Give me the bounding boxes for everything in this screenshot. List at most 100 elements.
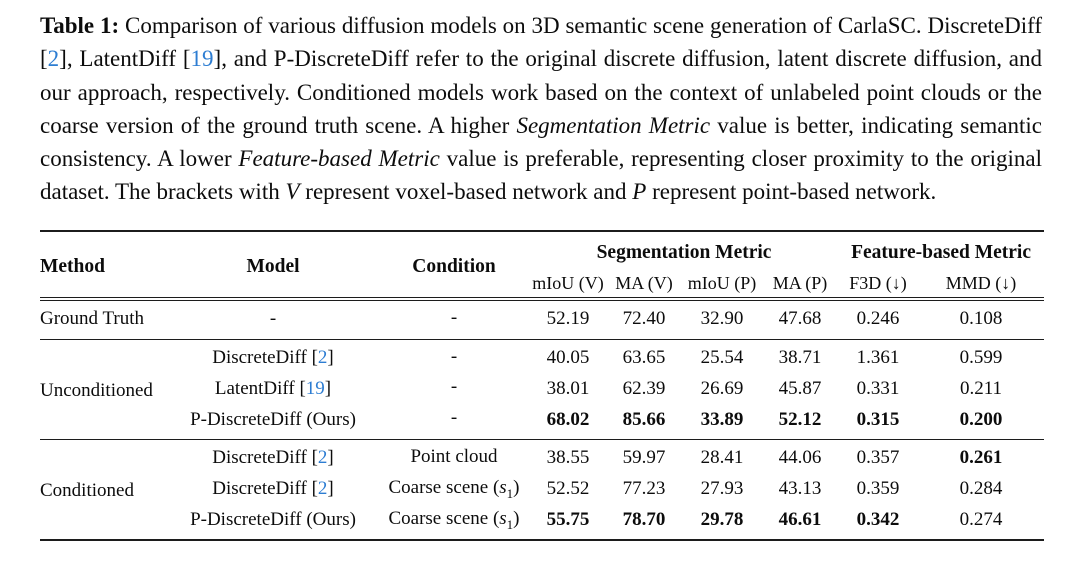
value-cell: 38.55 <box>530 438 606 474</box>
model-cell: DiscreteDiff [2] <box>168 338 378 374</box>
value-cell: 45.87 <box>778 377 822 399</box>
value-cell: 1.361 <box>838 338 919 374</box>
caption-text: represent point-based network. <box>646 179 937 205</box>
value-cell: 27.93 <box>700 478 744 500</box>
caption-text: value is better, indicating semantic con… <box>40 112 1042 172</box>
model-name: DiscreteDiff [ <box>212 447 318 469</box>
citation-link[interactable]: 2 <box>47 46 60 72</box>
model-cell: - <box>168 299 378 339</box>
condition-text: - <box>450 376 458 398</box>
model-name: - <box>269 308 277 330</box>
value-cell: 38.71 <box>762 338 839 374</box>
caption-emph: Feature-based Metric <box>238 146 440 172</box>
condition-text: ) <box>513 507 520 529</box>
value-cell: 0.284 <box>959 478 1003 500</box>
col-header-condition: Condition <box>378 230 530 301</box>
col-header-ma-p: MA (P) <box>762 269 839 301</box>
model-cell: P-DiscreteDiff (Ours) <box>168 404 378 439</box>
value-cell: 47.68 <box>778 308 822 330</box>
model-name: ] <box>327 346 334 368</box>
value-cell: 0.274 <box>959 508 1003 530</box>
condition-cell: - <box>378 373 530 404</box>
citation-link[interactable]: 19 <box>305 377 325 399</box>
value-cell: 0.359 <box>856 478 900 500</box>
condition-text: ) <box>513 476 520 498</box>
table-row: DiscreteDiff [2] Coarse scene (s1) 52.52… <box>40 474 1044 505</box>
value-cell: 72.40 <box>622 308 666 330</box>
value-cell: 0.200 <box>959 408 1003 430</box>
condition-mathvar: s <box>499 476 507 498</box>
caption-text: Comparison of various diffusion models o… <box>40 13 1042 72</box>
table-caption: Table 1: Comparison of various diffusion… <box>40 9 1042 209</box>
group-unconditioned: Unconditioned DiscreteDiff [2] - 40.05 6… <box>40 338 1045 440</box>
caption-text: represent voxel-based network and <box>299 179 633 205</box>
caption-label: Table 1: <box>40 13 120 38</box>
method-cell: Ground Truth <box>40 308 144 330</box>
caption-emph: V <box>285 179 300 205</box>
table-row: Ground Truth - - 52.19 72.40 32.90 47.68… <box>40 299 1044 339</box>
method-cell: Unconditioned <box>40 338 168 440</box>
value-cell: 55.75 <box>546 508 590 530</box>
condition-cell: Coarse scene (s1) <box>378 505 530 541</box>
value-cell: 63.65 <box>606 338 682 374</box>
condition-text: - <box>450 306 458 328</box>
model-cell: P-DiscreteDiff (Ours) <box>168 505 378 541</box>
value-cell: 0.331 <box>856 377 900 399</box>
caption-text: ], and P-DiscreteDiff refer to the origi… <box>40 46 1042 138</box>
condition-text: - <box>450 407 458 429</box>
table-row-ours: P-DiscreteDiff (Ours) - 68.02 85.66 33.8… <box>40 404 1044 439</box>
value-cell: 68.02 <box>546 408 590 430</box>
citation-link[interactable]: 2 <box>317 346 328 368</box>
model-name: DiscreteDiff [ <box>212 478 318 500</box>
citation-link[interactable]: 2 <box>317 447 328 469</box>
value-cell: 52.52 <box>546 478 590 500</box>
group-conditioned: Conditioned DiscreteDiff [2] Point cloud… <box>40 438 1045 541</box>
col-header-miou-v: mIoU (V) <box>530 269 606 301</box>
caption-emph: P <box>632 179 647 205</box>
value-cell: 0.315 <box>856 408 900 430</box>
citation-link[interactable]: 19 <box>190 46 214 72</box>
value-cell: 0.357 <box>838 438 919 474</box>
condition-text: - <box>450 345 458 367</box>
value-cell: 46.61 <box>778 508 822 530</box>
condition-cell: - <box>378 299 530 339</box>
value-cell: 0.246 <box>856 308 900 330</box>
value-cell: 85.66 <box>622 408 666 430</box>
value-cell: 43.13 <box>778 478 822 500</box>
model-cell: DiscreteDiff [2] <box>168 474 378 505</box>
group-ground-truth: Ground Truth - - 52.19 72.40 32.90 47.68… <box>40 299 1044 339</box>
table-row: Conditioned DiscreteDiff [2] Point cloud… <box>40 438 1045 541</box>
model-name: ] <box>327 447 334 469</box>
model-name: P-DiscreteDiff (Ours) <box>190 508 356 530</box>
value-cell: 28.41 <box>682 438 762 474</box>
value-cell: 59.97 <box>606 438 682 474</box>
value-cell: 0.342 <box>856 508 900 530</box>
value-cell: 0.261 <box>918 438 1045 474</box>
value-cell: 38.01 <box>546 377 590 399</box>
col-header-model: Model <box>168 230 378 301</box>
value-cell: 26.69 <box>700 377 744 399</box>
col-group-segmentation-metric: Segmentation Metric <box>596 242 772 264</box>
value-cell: 0.599 <box>918 338 1045 374</box>
table-row-ours: P-DiscreteDiff (Ours) Coarse scene (s1) … <box>40 505 1044 541</box>
value-cell: 52.12 <box>778 408 822 430</box>
condition-cell: - <box>378 338 530 374</box>
condition-cell: Point cloud <box>378 438 530 474</box>
value-cell: 29.78 <box>700 508 744 530</box>
table-row: Unconditioned DiscreteDiff [2] - 40.05 6… <box>40 338 1045 440</box>
model-name: P-DiscreteDiff (Ours) <box>190 408 356 430</box>
value-cell: 33.89 <box>700 408 744 430</box>
condition-cell: Coarse scene (s1) <box>378 474 530 505</box>
condition-mathvar: s <box>499 507 507 529</box>
value-cell: 0.108 <box>959 308 1003 330</box>
citation-link[interactable]: 2 <box>317 478 328 500</box>
caption-text: value is preferable, representing closer… <box>40 146 1042 205</box>
caption-text: ], LatentDiff [ <box>59 46 191 72</box>
value-cell: 25.54 <box>682 338 762 374</box>
value-cell: 62.39 <box>622 377 666 399</box>
model-cell: LatentDiff [19] <box>168 373 378 404</box>
condition-cell: - <box>378 404 530 439</box>
method-cell: Conditioned <box>40 438 168 541</box>
model-cell: DiscreteDiff [2] <box>168 438 378 474</box>
